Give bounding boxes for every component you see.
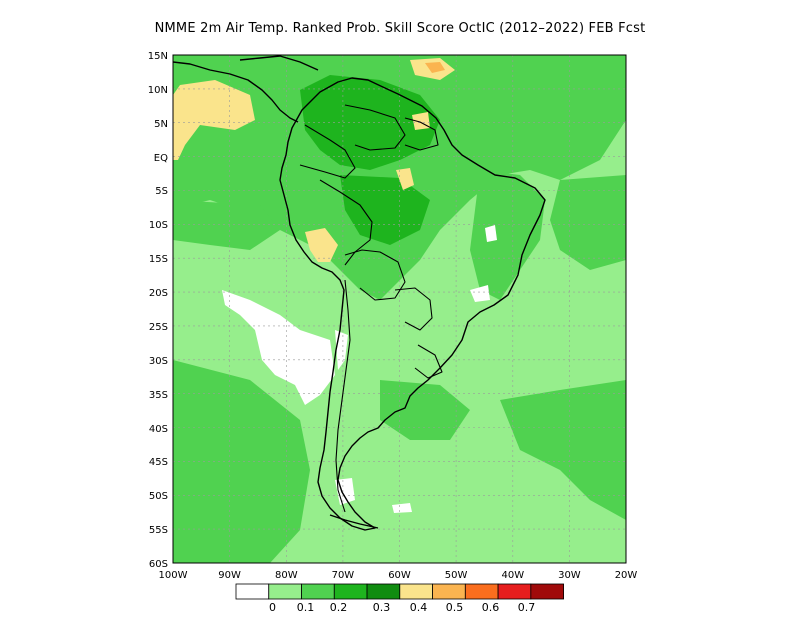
colorbar-swatch: [333, 583, 368, 600]
lon-tick: 70W: [332, 570, 355, 581]
border-bolivia: [344, 249, 406, 301]
lon-tick: 60W: [388, 570, 411, 581]
colorbar-label: 0: [269, 601, 276, 614]
colorbar-swatch: [399, 583, 433, 600]
colorbar-label: 0.2: [330, 601, 348, 614]
lat-tick: 10S: [149, 220, 168, 231]
shade-south-atlantic-2: [380, 380, 470, 440]
lat-tick: 30S: [149, 356, 168, 367]
border-paraguay: [394, 287, 433, 331]
colorbar-label: 0.4: [410, 601, 428, 614]
shade-white-brazil: [485, 225, 497, 242]
lat-tick: 25S: [149, 322, 168, 333]
lat-tick: 45S: [149, 457, 168, 468]
colorbar-label: 0.6: [482, 601, 500, 614]
lat-tick: 15N: [148, 51, 168, 62]
shade-white-paraguay: [470, 285, 490, 302]
lat-tick: 5S: [155, 186, 168, 197]
shade-white-south-pacific: [222, 290, 335, 405]
lon-tick: 100W: [159, 570, 188, 581]
lon-tick: 30W: [558, 570, 581, 581]
shade-east-atlantic: [550, 175, 626, 270]
country-borders: [299, 104, 443, 513]
lat-tick: 20S: [149, 288, 168, 299]
lon-ticks: 100W 90W 80W 70W 60W 50W 40W 30W 20W: [159, 570, 638, 581]
tierra-del-fuego: [329, 514, 379, 529]
colorbar-swatch: [301, 583, 335, 600]
coastlines: [173, 55, 546, 531]
border-uruguay: [414, 344, 443, 379]
lat-tick: 50S: [149, 491, 168, 502]
lon-tick: 20W: [615, 570, 638, 581]
lon-tick: 50W: [445, 570, 468, 581]
colorbar-swatch: [432, 583, 466, 600]
colorbar-swatch: [497, 583, 532, 600]
south-america-outline: [279, 77, 546, 531]
lat-tick: 40S: [149, 424, 168, 435]
lat-tick: 5N: [154, 119, 168, 130]
colorbar-label: 0.3: [373, 601, 391, 614]
colorbar: [235, 583, 565, 600]
lon-tick: 90W: [218, 570, 241, 581]
border-argentina-chile: [335, 279, 351, 513]
colorbar-swatch: [235, 583, 270, 600]
lat-tick: 15S: [149, 254, 168, 265]
central-america: [173, 61, 299, 123]
colorbar-label: 0.1: [297, 601, 315, 614]
colorbar-swatch: [530, 583, 565, 600]
border-colombia: [299, 124, 356, 179]
colorbar-label: 0.5: [446, 601, 464, 614]
shade-yellow-amazon: [396, 168, 414, 190]
lat-tick: EQ: [154, 153, 168, 164]
shade-yellow-peru: [305, 228, 338, 262]
shade-tropics-dark-2: [340, 175, 430, 245]
lon-tick: 40W: [501, 570, 524, 581]
colorbar-swatch: [268, 583, 302, 600]
map-title: NMME 2m Air Temp. Ranked Prob. Skill Sco…: [154, 21, 646, 36]
lat-tick: 55S: [149, 525, 168, 536]
lat-ticks: 15N 10N 5N EQ 5S 10S 15S 20S 25S 30S 35S…: [148, 51, 168, 570]
shade-orange-caribbean: [425, 62, 445, 73]
shade-yellow-pacific: [173, 80, 255, 160]
lat-tick: 10N: [148, 85, 168, 96]
shade-south-pacific: [173, 360, 310, 563]
grid-lines: [173, 55, 626, 563]
shade-pacific-green: [173, 200, 280, 250]
shade-south-atlantic: [500, 380, 626, 520]
lon-tick: 80W: [275, 570, 298, 581]
colorbar-label: 0.7: [518, 601, 536, 614]
colorbar-swatch: [464, 583, 499, 600]
lat-tick: 35S: [149, 390, 168, 401]
plot-frame: [172, 54, 627, 564]
lat-tick: 60S: [149, 559, 168, 570]
border-guianas: [404, 117, 439, 151]
colorbar-labels: 0 0.1 0.2 0.3 0.4 0.5 0.6 0.7: [269, 601, 535, 614]
shade-east-band: [470, 170, 545, 300]
caribbean-coast: [239, 55, 319, 71]
border-venezuela: [344, 104, 406, 151]
colorbar-swatch: [366, 583, 401, 600]
shade-white-falklands: [392, 503, 412, 513]
